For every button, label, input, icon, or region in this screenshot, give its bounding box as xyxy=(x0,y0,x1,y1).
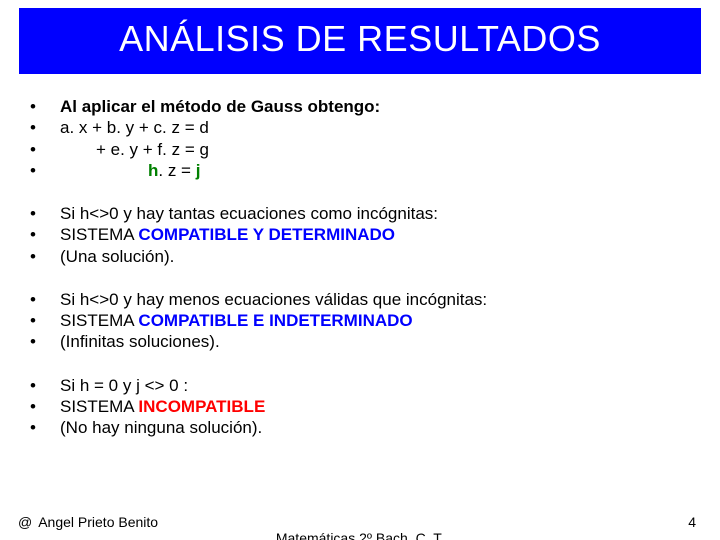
bullet-group-1: Al aplicar el método de Gauss obtengo:a.… xyxy=(16,96,704,181)
title-box: ANÁLISIS DE RESULTADOS xyxy=(19,8,701,74)
bullet-item: (No hay ninguna solución). xyxy=(16,417,704,438)
bullet-group-4: Si h = 0 y j <> 0 :SISTEMA INCOMPATIBLE(… xyxy=(16,375,704,439)
bullet-item: SISTEMA INCOMPATIBLE xyxy=(16,396,704,417)
footer-page-number: 4 xyxy=(688,514,696,530)
footer-author: @ Angel Prieto Benito xyxy=(18,514,158,530)
bullet-item: SISTEMA COMPATIBLE E INDETERMINADO xyxy=(16,310,704,331)
bullet-item: (Una solución). xyxy=(16,246,704,267)
at-icon: @ xyxy=(18,514,32,530)
bullet-item: h. z = j xyxy=(16,160,704,181)
bullet-item: Si h<>0 y hay tantas ecuaciones como inc… xyxy=(16,203,704,224)
slide-title: ANÁLISIS DE RESULTADOS xyxy=(119,18,601,59)
bullet-item: a. x + b. y + c. z = d xyxy=(16,117,704,138)
bullet-item: Al aplicar el método de Gauss obtengo: xyxy=(16,96,704,117)
content-area: Al aplicar el método de Gauss obtengo:a.… xyxy=(16,96,704,438)
footer-subject: Matemáticas 2º Bach. C. T. xyxy=(0,530,720,540)
bullet-item: Si h = 0 y j <> 0 : xyxy=(16,375,704,396)
bullet-item: + e. y + f. z = g xyxy=(16,139,704,160)
bullet-group-2: Si h<>0 y hay tantas ecuaciones como inc… xyxy=(16,203,704,267)
footer-author-name: Angel Prieto Benito xyxy=(38,514,158,530)
slide: ANÁLISIS DE RESULTADOS Al aplicar el mét… xyxy=(0,0,720,540)
bullet-item: (Infinitas soluciones). xyxy=(16,331,704,352)
bullet-group-3: Si h<>0 y hay menos ecuaciones válidas q… xyxy=(16,289,704,353)
bullet-item: SISTEMA COMPATIBLE Y DETERMINADO xyxy=(16,224,704,245)
bullet-item: Si h<>0 y hay menos ecuaciones válidas q… xyxy=(16,289,704,310)
